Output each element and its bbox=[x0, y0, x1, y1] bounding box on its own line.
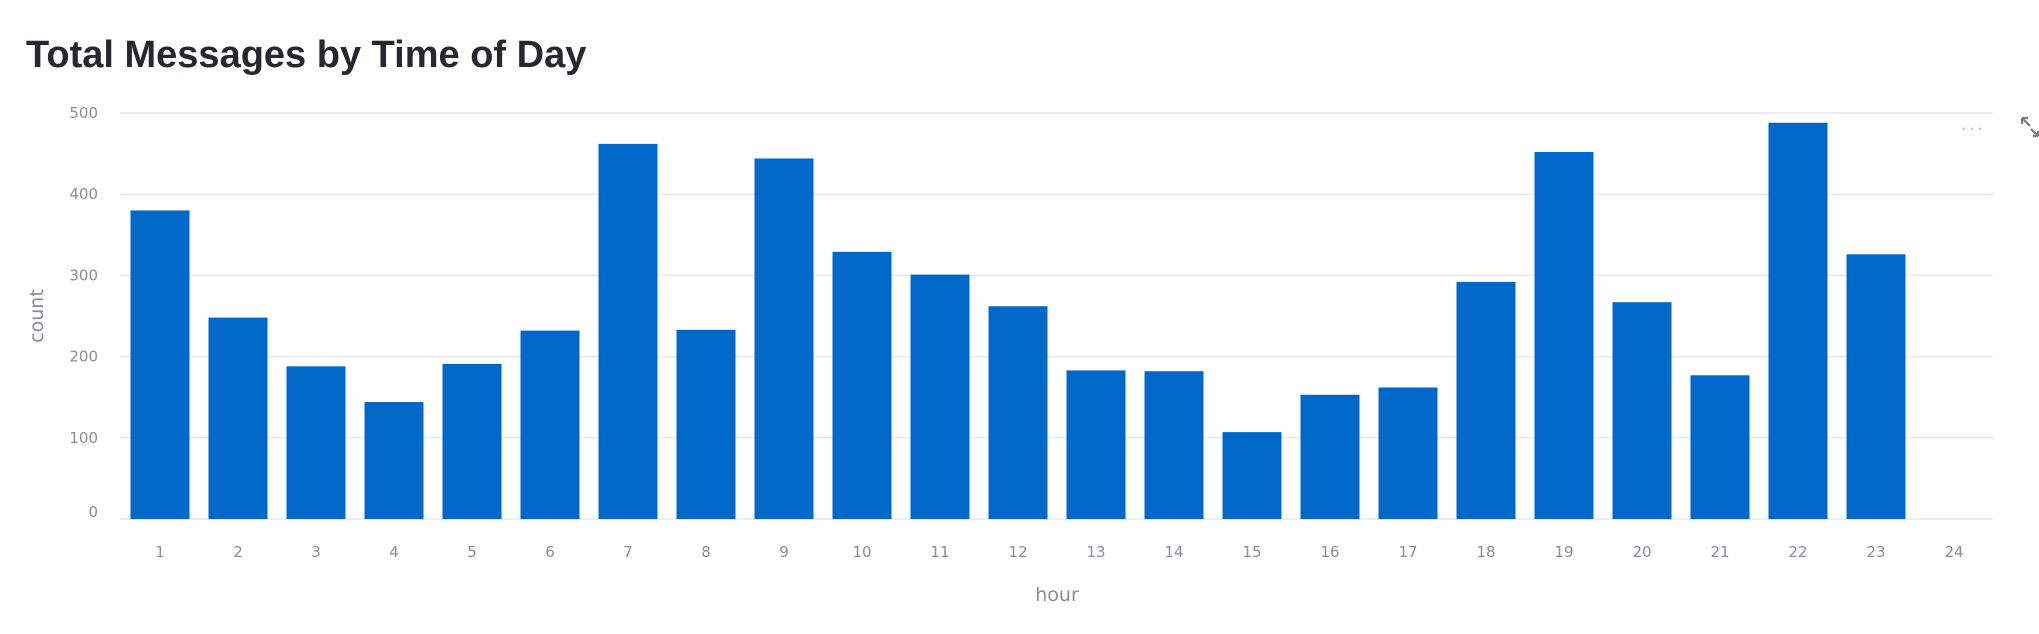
x-tick-label: 4 bbox=[389, 543, 399, 561]
y-axis-label: count bbox=[26, 289, 48, 343]
bar[interactable] bbox=[1378, 387, 1438, 519]
x-tick-label: 22 bbox=[1788, 543, 1807, 561]
x-tick-label: 23 bbox=[1866, 543, 1885, 561]
x-tick-label: 7 bbox=[623, 543, 633, 561]
bar[interactable] bbox=[910, 274, 970, 519]
bar[interactable] bbox=[286, 366, 346, 519]
chart-title: Total Messages by Time of Day bbox=[26, 34, 587, 76]
x-tick-label: 18 bbox=[1476, 543, 1495, 561]
more-horizontal-icon[interactable]: ··· bbox=[1960, 115, 1985, 140]
bar[interactable] bbox=[442, 363, 502, 519]
x-tick-label: 5 bbox=[467, 543, 477, 561]
gridlines bbox=[120, 112, 1993, 520]
x-tick-label: 21 bbox=[1710, 543, 1729, 561]
x-tick-label: 13 bbox=[1086, 543, 1105, 561]
x-tick-label: 15 bbox=[1242, 543, 1261, 561]
y-axis-ticks: 0 100 200 300 400 500 bbox=[69, 104, 98, 521]
bar[interactable] bbox=[598, 143, 658, 519]
x-tick-label: 8 bbox=[701, 543, 711, 561]
x-tick-label: 3 bbox=[311, 543, 321, 561]
y-tick-label: 200 bbox=[69, 348, 98, 366]
y-tick-label: 0 bbox=[88, 503, 98, 521]
x-axis-ticks: 1 2 3 4 5 6 7 8 9 10 11 12 13 14 15 16 17 18 19 20 21 22 23 24 bbox=[155, 543, 1963, 561]
bar[interactable] bbox=[1768, 122, 1828, 519]
bar[interactable] bbox=[1066, 370, 1126, 519]
y-tick-label: 100 bbox=[69, 429, 98, 447]
bar[interactable] bbox=[1300, 394, 1360, 519]
x-tick-label: 16 bbox=[1320, 543, 1339, 561]
bar[interactable] bbox=[1612, 302, 1672, 519]
y-tick-label: 400 bbox=[69, 185, 98, 203]
x-tick-label: 20 bbox=[1632, 543, 1651, 561]
bar[interactable] bbox=[1222, 432, 1282, 519]
x-tick-label: 19 bbox=[1554, 543, 1573, 561]
x-tick-label: 10 bbox=[852, 543, 871, 561]
x-tick-label: 14 bbox=[1164, 543, 1183, 561]
bar[interactable] bbox=[1534, 151, 1594, 519]
bar[interactable] bbox=[520, 330, 580, 519]
bar[interactable] bbox=[208, 317, 268, 519]
x-axis-label: hour bbox=[1035, 584, 1079, 606]
x-tick-label: 24 bbox=[1944, 543, 1963, 561]
x-tick-label: 9 bbox=[779, 543, 789, 561]
bar[interactable] bbox=[832, 251, 892, 520]
bars bbox=[130, 122, 1906, 520]
x-tick-label: 11 bbox=[930, 543, 949, 561]
bar[interactable] bbox=[130, 210, 190, 519]
fullscreen-expand-icon[interactable] bbox=[2020, 116, 2039, 140]
x-tick-label: 17 bbox=[1398, 543, 1417, 561]
bar[interactable] bbox=[364, 402, 424, 519]
bar[interactable] bbox=[1690, 375, 1750, 519]
bar[interactable] bbox=[1456, 281, 1516, 519]
bar[interactable] bbox=[754, 158, 814, 520]
y-tick-label: 500 bbox=[69, 104, 98, 122]
bar[interactable] bbox=[988, 306, 1048, 519]
x-tick-label: 12 bbox=[1008, 543, 1027, 561]
x-tick-label: 6 bbox=[545, 543, 555, 561]
bar[interactable] bbox=[676, 329, 736, 519]
bar[interactable] bbox=[1846, 254, 1906, 519]
y-tick-label: 300 bbox=[69, 266, 98, 284]
bar[interactable] bbox=[1144, 371, 1204, 519]
x-tick-label: 2 bbox=[233, 543, 243, 561]
x-tick-label: 1 bbox=[155, 543, 165, 561]
